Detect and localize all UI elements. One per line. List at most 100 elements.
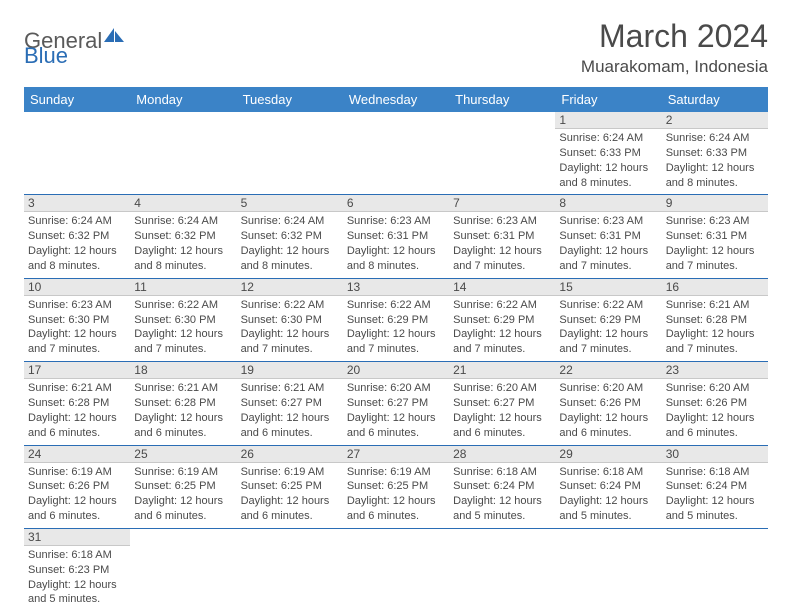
calendar-cell: 10Sunrise: 6:23 AMSunset: 6:30 PMDayligh…	[24, 278, 130, 361]
calendar-row: 3Sunrise: 6:24 AMSunset: 6:32 PMDaylight…	[24, 195, 768, 278]
calendar-row: 31Sunrise: 6:18 AMSunset: 6:23 PMDayligh…	[24, 528, 768, 611]
calendar-cell: 22Sunrise: 6:20 AMSunset: 6:26 PMDayligh…	[555, 362, 661, 445]
day-content: Sunrise: 6:21 AMSunset: 6:28 PMDaylight:…	[130, 379, 236, 444]
logo-text-blue: Blue	[24, 43, 68, 69]
day-number: 16	[662, 279, 768, 296]
day-content: Sunrise: 6:20 AMSunset: 6:27 PMDaylight:…	[343, 379, 449, 444]
calendar-header-row: SundayMondayTuesdayWednesdayThursdayFrid…	[24, 87, 768, 112]
column-header: Wednesday	[343, 87, 449, 112]
day-number: 14	[449, 279, 555, 296]
day-content: Sunrise: 6:21 AMSunset: 6:27 PMDaylight:…	[237, 379, 343, 444]
calendar-cell: 5Sunrise: 6:24 AMSunset: 6:32 PMDaylight…	[237, 195, 343, 278]
calendar-cell	[555, 528, 661, 611]
day-content: Sunrise: 6:24 AMSunset: 6:32 PMDaylight:…	[237, 212, 343, 277]
column-header: Saturday	[662, 87, 768, 112]
day-number: 19	[237, 362, 343, 379]
calendar-cell: 27Sunrise: 6:19 AMSunset: 6:25 PMDayligh…	[343, 445, 449, 528]
day-number: 15	[555, 279, 661, 296]
calendar-cell: 2Sunrise: 6:24 AMSunset: 6:33 PMDaylight…	[662, 112, 768, 195]
day-number: 28	[449, 446, 555, 463]
day-content: Sunrise: 6:23 AMSunset: 6:30 PMDaylight:…	[24, 296, 130, 361]
day-content: Sunrise: 6:24 AMSunset: 6:33 PMDaylight:…	[662, 129, 768, 194]
day-content: Sunrise: 6:24 AMSunset: 6:32 PMDaylight:…	[130, 212, 236, 277]
title-block: March 2024 Muarakomam, Indonesia	[581, 18, 768, 77]
day-number: 13	[343, 279, 449, 296]
day-number: 6	[343, 195, 449, 212]
day-number: 17	[24, 362, 130, 379]
column-header: Thursday	[449, 87, 555, 112]
calendar-cell: 20Sunrise: 6:20 AMSunset: 6:27 PMDayligh…	[343, 362, 449, 445]
column-header: Friday	[555, 87, 661, 112]
calendar-row: 17Sunrise: 6:21 AMSunset: 6:28 PMDayligh…	[24, 362, 768, 445]
calendar-cell: 7Sunrise: 6:23 AMSunset: 6:31 PMDaylight…	[449, 195, 555, 278]
day-number: 26	[237, 446, 343, 463]
day-number: 1	[555, 112, 661, 129]
calendar-row: 24Sunrise: 6:19 AMSunset: 6:26 PMDayligh…	[24, 445, 768, 528]
day-content: Sunrise: 6:19 AMSunset: 6:25 PMDaylight:…	[237, 463, 343, 528]
day-number: 3	[24, 195, 130, 212]
column-header: Monday	[130, 87, 236, 112]
month-title: March 2024	[581, 18, 768, 55]
column-header: Tuesday	[237, 87, 343, 112]
day-content: Sunrise: 6:18 AMSunset: 6:24 PMDaylight:…	[555, 463, 661, 528]
day-number: 2	[662, 112, 768, 129]
calendar-cell	[237, 528, 343, 611]
day-content: Sunrise: 6:22 AMSunset: 6:29 PMDaylight:…	[449, 296, 555, 361]
calendar-cell	[343, 528, 449, 611]
day-number: 27	[343, 446, 449, 463]
calendar-cell: 25Sunrise: 6:19 AMSunset: 6:25 PMDayligh…	[130, 445, 236, 528]
day-number: 10	[24, 279, 130, 296]
calendar-cell: 26Sunrise: 6:19 AMSunset: 6:25 PMDayligh…	[237, 445, 343, 528]
day-content: Sunrise: 6:20 AMSunset: 6:26 PMDaylight:…	[662, 379, 768, 444]
header: General March 2024 Muarakomam, Indonesia	[24, 18, 768, 77]
calendar-cell	[343, 112, 449, 195]
calendar-cell: 31Sunrise: 6:18 AMSunset: 6:23 PMDayligh…	[24, 528, 130, 611]
calendar-cell: 17Sunrise: 6:21 AMSunset: 6:28 PMDayligh…	[24, 362, 130, 445]
calendar-cell: 14Sunrise: 6:22 AMSunset: 6:29 PMDayligh…	[449, 278, 555, 361]
day-content: Sunrise: 6:23 AMSunset: 6:31 PMDaylight:…	[449, 212, 555, 277]
day-number: 4	[130, 195, 236, 212]
calendar-cell	[130, 528, 236, 611]
day-content: Sunrise: 6:21 AMSunset: 6:28 PMDaylight:…	[24, 379, 130, 444]
day-content: Sunrise: 6:21 AMSunset: 6:28 PMDaylight:…	[662, 296, 768, 361]
calendar-cell	[130, 112, 236, 195]
day-number: 12	[237, 279, 343, 296]
day-number: 9	[662, 195, 768, 212]
day-number: 18	[130, 362, 236, 379]
calendar-cell	[662, 528, 768, 611]
day-number: 24	[24, 446, 130, 463]
day-content: Sunrise: 6:19 AMSunset: 6:25 PMDaylight:…	[343, 463, 449, 528]
day-content: Sunrise: 6:23 AMSunset: 6:31 PMDaylight:…	[555, 212, 661, 277]
calendar-cell: 12Sunrise: 6:22 AMSunset: 6:30 PMDayligh…	[237, 278, 343, 361]
day-content: Sunrise: 6:20 AMSunset: 6:26 PMDaylight:…	[555, 379, 661, 444]
day-content: Sunrise: 6:24 AMSunset: 6:32 PMDaylight:…	[24, 212, 130, 277]
calendar-cell	[449, 112, 555, 195]
calendar-cell	[24, 112, 130, 195]
day-content: Sunrise: 6:18 AMSunset: 6:23 PMDaylight:…	[24, 546, 130, 611]
day-number: 7	[449, 195, 555, 212]
day-number: 23	[662, 362, 768, 379]
day-number: 8	[555, 195, 661, 212]
calendar-cell: 9Sunrise: 6:23 AMSunset: 6:31 PMDaylight…	[662, 195, 768, 278]
day-content: Sunrise: 6:23 AMSunset: 6:31 PMDaylight:…	[343, 212, 449, 277]
calendar-cell: 24Sunrise: 6:19 AMSunset: 6:26 PMDayligh…	[24, 445, 130, 528]
calendar-cell: 1Sunrise: 6:24 AMSunset: 6:33 PMDaylight…	[555, 112, 661, 195]
day-number: 29	[555, 446, 661, 463]
calendar-cell: 18Sunrise: 6:21 AMSunset: 6:28 PMDayligh…	[130, 362, 236, 445]
day-number: 21	[449, 362, 555, 379]
day-content: Sunrise: 6:24 AMSunset: 6:33 PMDaylight:…	[555, 129, 661, 194]
calendar-cell: 23Sunrise: 6:20 AMSunset: 6:26 PMDayligh…	[662, 362, 768, 445]
sail-icon	[104, 24, 126, 50]
day-number: 11	[130, 279, 236, 296]
location: Muarakomam, Indonesia	[581, 57, 768, 77]
day-content: Sunrise: 6:19 AMSunset: 6:26 PMDaylight:…	[24, 463, 130, 528]
calendar-cell: 4Sunrise: 6:24 AMSunset: 6:32 PMDaylight…	[130, 195, 236, 278]
day-number: 25	[130, 446, 236, 463]
day-content: Sunrise: 6:20 AMSunset: 6:27 PMDaylight:…	[449, 379, 555, 444]
calendar-table: SundayMondayTuesdayWednesdayThursdayFrid…	[24, 87, 768, 611]
calendar-cell	[237, 112, 343, 195]
calendar-cell: 15Sunrise: 6:22 AMSunset: 6:29 PMDayligh…	[555, 278, 661, 361]
day-content: Sunrise: 6:22 AMSunset: 6:30 PMDaylight:…	[237, 296, 343, 361]
calendar-cell: 28Sunrise: 6:18 AMSunset: 6:24 PMDayligh…	[449, 445, 555, 528]
day-number: 30	[662, 446, 768, 463]
